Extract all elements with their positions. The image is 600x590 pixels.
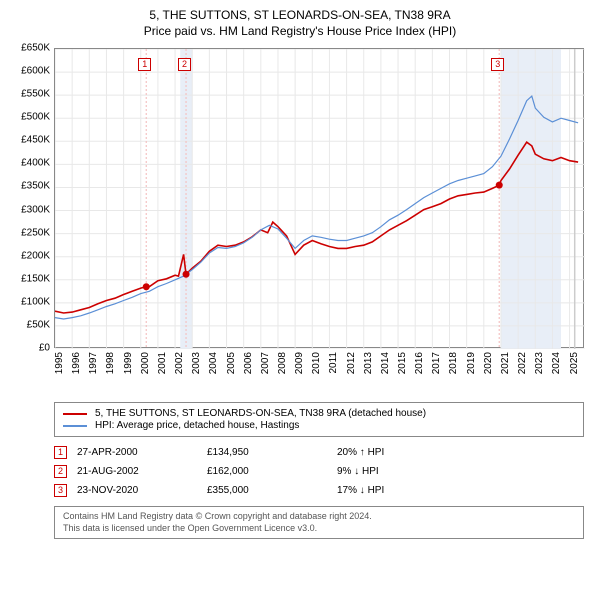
y-axis-label: £300K xyxy=(21,204,50,215)
x-axis-label: 1995 xyxy=(54,352,65,374)
legend-swatch xyxy=(63,413,87,415)
y-axis-label: £500K xyxy=(21,112,50,123)
x-axis-label: 2004 xyxy=(208,352,219,374)
y-axis-label: £450K xyxy=(21,135,50,146)
event-date: 27-APR-2000 xyxy=(77,447,197,458)
chart-subtitle: Price paid vs. HM Land Registry's House … xyxy=(10,24,590,38)
x-axis-label: 2021 xyxy=(500,352,511,374)
chart-container: 5, THE SUTTONS, ST LEONARDS-ON-SEA, TN38… xyxy=(0,0,600,549)
x-axis-label: 1998 xyxy=(105,352,116,374)
event-marker-1: 1 xyxy=(138,58,151,71)
x-axis-label: 2013 xyxy=(363,352,374,374)
x-axis-label: 1997 xyxy=(88,352,99,374)
legend-swatch xyxy=(63,425,87,427)
x-axis-label: 1996 xyxy=(71,352,82,374)
x-axis-label: 2001 xyxy=(157,352,168,374)
x-axis-label: 2006 xyxy=(243,352,254,374)
y-axis-label: £50K xyxy=(27,319,50,330)
footer-attribution: Contains HM Land Registry data © Crown c… xyxy=(54,506,584,539)
x-axis-label: 2007 xyxy=(260,352,271,374)
x-axis-label: 2014 xyxy=(380,352,391,374)
y-axis-label: £400K xyxy=(21,158,50,169)
event-date: 21-AUG-2002 xyxy=(77,466,197,477)
event-date: 23-NOV-2020 xyxy=(77,485,197,496)
x-axis-label: 2012 xyxy=(346,352,357,374)
legend-item: 5, THE SUTTONS, ST LEONARDS-ON-SEA, TN38… xyxy=(63,408,575,419)
x-axis-label: 2011 xyxy=(328,352,339,374)
y-axis-label: £550K xyxy=(21,89,50,100)
y-axis-label: £100K xyxy=(21,296,50,307)
event-delta: 9% ↓ HPI xyxy=(337,466,584,477)
x-axis-label: 2022 xyxy=(517,352,528,374)
event-marker-2: 2 xyxy=(178,58,191,71)
x-axis-label: 2002 xyxy=(174,352,185,374)
footer-line-2: This data is licensed under the Open Gov… xyxy=(63,523,575,535)
event-price: £134,950 xyxy=(207,447,327,458)
x-axis-label: 2010 xyxy=(311,352,322,374)
x-axis-label: 2009 xyxy=(294,352,305,374)
y-axis-label: £0 xyxy=(39,343,50,354)
y-axis-label: £350K xyxy=(21,181,50,192)
y-axis-label: £600K xyxy=(21,66,50,77)
x-axis-label: 2020 xyxy=(483,352,494,374)
x-axis-label: 2024 xyxy=(551,352,562,374)
title-block: 5, THE SUTTONS, ST LEONARDS-ON-SEA, TN38… xyxy=(10,8,590,38)
chart-title: 5, THE SUTTONS, ST LEONARDS-ON-SEA, TN38… xyxy=(10,8,590,22)
x-axis-label: 1999 xyxy=(123,352,134,374)
x-axis-label: 2023 xyxy=(534,352,545,374)
event-price: £355,000 xyxy=(207,485,327,496)
event-delta: 17% ↓ HPI xyxy=(337,485,584,496)
x-axis-label: 2000 xyxy=(140,352,151,374)
plot-svg xyxy=(55,49,585,349)
chart-area: £0 £50K £100K £150K £200K £250K £300K £350K £400… xyxy=(10,44,590,394)
x-axis-label: 2016 xyxy=(414,352,425,374)
event-row: 1 27-APR-2000 £134,950 20% ↑ HPI xyxy=(54,443,584,462)
x-axis-label: 2017 xyxy=(431,352,442,374)
x-axis-label: 2008 xyxy=(277,352,288,374)
legend: 5, THE SUTTONS, ST LEONARDS-ON-SEA, TN38… xyxy=(54,402,584,437)
x-axis-label: 2015 xyxy=(397,352,408,374)
event-marker-3: 3 xyxy=(491,58,504,71)
plot-area xyxy=(54,48,584,348)
event-marker-icon: 3 xyxy=(54,484,67,497)
y-axis-label: £650K xyxy=(21,43,50,54)
x-axis-label: 2019 xyxy=(466,352,477,374)
events-table: 1 27-APR-2000 £134,950 20% ↑ HPI 2 21-AUG-200… xyxy=(54,443,584,500)
y-axis-label: £150K xyxy=(21,273,50,284)
event-row: 3 23-NOV-2020 £355,000 17% ↓ HPI xyxy=(54,481,584,500)
legend-item: HPI: Average price, detached house, Hast… xyxy=(63,420,575,431)
x-axis-label: 2003 xyxy=(191,352,202,374)
event-row: 2 21-AUG-2002 £162,000 9% ↓ HPI xyxy=(54,462,584,481)
y-axis-label: £250K xyxy=(21,227,50,238)
event-price: £162,000 xyxy=(207,466,327,477)
x-axis-label: 2025 xyxy=(569,352,580,374)
x-axis-label: 2018 xyxy=(448,352,459,374)
legend-label: 5, THE SUTTONS, ST LEONARDS-ON-SEA, TN38… xyxy=(95,408,426,419)
footer-line-1: Contains HM Land Registry data © Crown c… xyxy=(63,511,575,523)
event-marker-icon: 2 xyxy=(54,465,67,478)
y-axis-label: £200K xyxy=(21,250,50,261)
legend-label: HPI: Average price, detached house, Hast… xyxy=(95,420,299,431)
x-axis-label: 2005 xyxy=(226,352,237,374)
event-delta: 20% ↑ HPI xyxy=(337,447,584,458)
event-marker-icon: 1 xyxy=(54,446,67,459)
